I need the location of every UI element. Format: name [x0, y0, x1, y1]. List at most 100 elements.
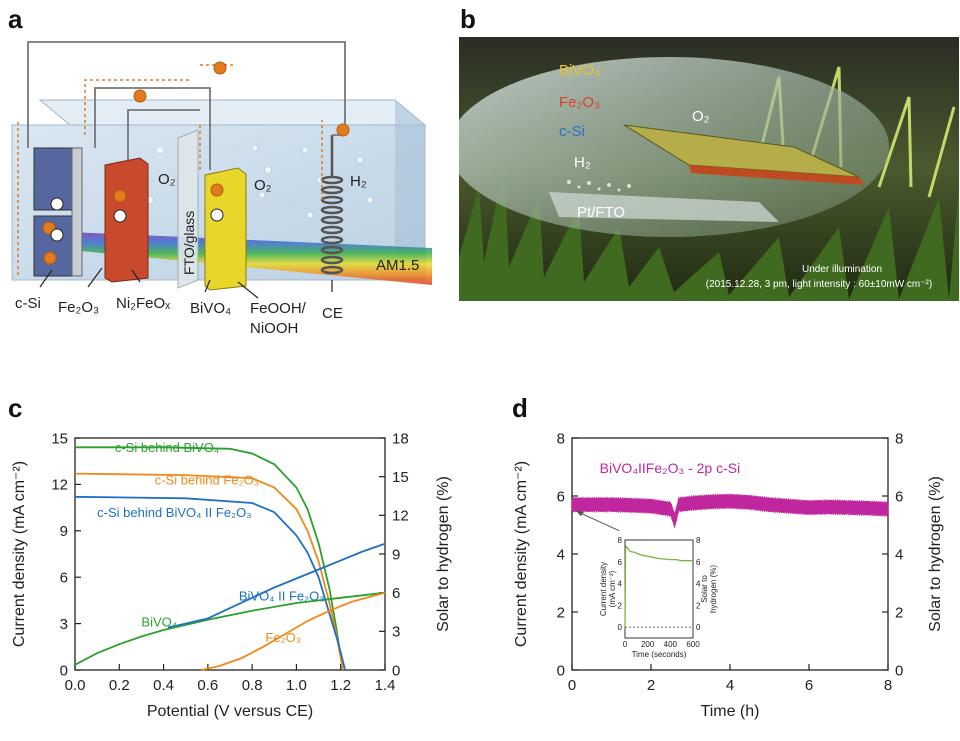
label-am15: AM1.5 [376, 257, 419, 274]
photo-label-csi: c-Si [559, 123, 585, 140]
label-niooh: NiOOH [250, 320, 298, 337]
inset-x-tick-label: 200 [641, 640, 655, 649]
series-annotation: Fe₂O₃ [265, 630, 301, 645]
y2-tick-label: 0 [895, 662, 903, 679]
fto-glass [177, 129, 199, 289]
panel-letter-d: d [512, 393, 528, 423]
y2-tick-label: 6 [392, 585, 400, 602]
y-tick-label: 0 [60, 662, 68, 679]
inset-y-tick-label: 4 [618, 580, 623, 589]
tank-back [38, 99, 427, 126]
photo-scene: BiVO₄ Fe₂O₃ c-Si H₂ O₂ Pt/FTO Under illu… [459, 37, 959, 301]
series-line [201, 591, 386, 671]
y-tick-label: 12 [51, 477, 68, 494]
label-h2: H₂ [350, 173, 367, 190]
x-tick-label: 1.4 [375, 677, 396, 694]
x-tick-label: 1.0 [286, 677, 307, 694]
fe2o3-electrode [104, 157, 149, 283]
series-line [74, 495, 346, 671]
label-feooh: FeOOH/ [250, 300, 307, 317]
photo-caption-line2: (2015.12.28, 3 pm, light intensity : 60±… [706, 279, 932, 290]
series-annotation: BiVO₄ II Fe₂O₃ [239, 588, 325, 603]
x-tick-label: 6 [805, 677, 813, 694]
inset-pointer-line [577, 511, 620, 532]
inset-y-tick-label: 8 [618, 536, 623, 545]
y-tick-label: 3 [60, 616, 68, 633]
y-axis-label: Current density (mA cm⁻²) [513, 461, 530, 647]
inset-x-axis-label: Time (seconds) [632, 650, 687, 659]
gas-bubbles [567, 180, 631, 192]
x-tick-label: 8 [884, 677, 892, 694]
series-line [572, 500, 889, 524]
y2-axis-label: Solar to hydrogen (%) [927, 476, 944, 632]
photo-label-bivo4: BiVO₄ [559, 62, 600, 79]
y-tick-label: 9 [60, 523, 68, 540]
inset-y-tick-label: 6 [618, 558, 623, 567]
y2-tick-label: 2 [895, 604, 903, 621]
plate-edge [689, 165, 864, 185]
x-tick-label: 0.4 [153, 677, 174, 694]
bivo4-electrode [204, 167, 247, 291]
y2-tick-label: 9 [392, 546, 400, 563]
label-fe2o3: Fe₂O₃ [58, 299, 99, 316]
y2-tick-label: 15 [392, 469, 409, 486]
inset-y2-tick-label: 2 [696, 601, 701, 610]
x-axis-label: Time (h) [701, 703, 760, 720]
x-tick-label: 0.0 [65, 677, 86, 694]
y-tick-label: 6 [60, 569, 68, 586]
photo-caption-line1: Under illumination [802, 264, 882, 275]
y-tick-label: 0 [557, 662, 565, 679]
panel-letter-b: b [460, 4, 476, 34]
label-ce: CE [322, 305, 343, 322]
photo-label-h2: H₂ [574, 154, 591, 171]
inset-y-tick-label: 0 [618, 623, 623, 632]
x-tick-label: 1.2 [330, 677, 351, 694]
series-line [75, 446, 344, 671]
inset-y2-tick-label: 4 [696, 580, 701, 589]
y-axis-label: Current density (mA cm⁻²) [11, 461, 28, 647]
inset-x-tick-label: 400 [664, 640, 678, 649]
inset-y-axis-label-1: Current density [599, 562, 608, 616]
label-fto-glass: FTO/glass [181, 211, 197, 275]
inset-series-line [624, 545, 693, 628]
inset-y-axis-label-2: (mA cm⁻²) [608, 570, 617, 607]
inset-x-tick-label: 0 [623, 640, 628, 649]
x-tick-label: 0.8 [242, 677, 263, 694]
panel-letter-c: c [8, 393, 23, 423]
y2-axis-label: Solar to hydrogen (%) [435, 476, 452, 632]
series-annotation: BiVO₄ [141, 615, 177, 630]
electron-symbols [42, 61, 350, 265]
hole-symbols [50, 197, 224, 242]
csi-frame [71, 147, 83, 277]
grass-blades [459, 167, 959, 301]
y2-tick-label: 18 [392, 430, 409, 447]
photo-label-fe2o3: Fe₂O₃ [559, 94, 600, 111]
label-csi: c-Si [15, 295, 41, 312]
y-tick-label: 15 [51, 430, 68, 447]
inset-y2-axis-label-2: hydrogen (%) [709, 565, 718, 613]
photo-label-ptfto: Pt/FTO [577, 204, 625, 221]
inset-x-tick-label: 600 [686, 640, 700, 649]
inset-y2-axis-label-1: Solar to [700, 575, 709, 603]
inset-y2-tick-label: 6 [696, 558, 701, 567]
y2-tick-label: 0 [392, 662, 400, 679]
tank-right-side [395, 100, 425, 280]
label-ni2feox: Ni₂FeOₓ [116, 295, 170, 312]
series-line [74, 591, 386, 666]
series-annotation: c-Si behind Fe₂O₃ [155, 472, 259, 487]
y2-tick-label: 4 [895, 546, 903, 563]
y-tick-label: 6 [557, 488, 565, 505]
electron-flow-arrows [17, 64, 323, 275]
x-tick-label: 0 [568, 677, 576, 694]
inset-y2-tick-label: 0 [696, 623, 701, 632]
y-tick-label: 8 [557, 430, 565, 447]
label-o2-left: O₂ [158, 171, 176, 188]
y2-tick-label: 12 [392, 508, 409, 525]
y2-tick-label: 6 [895, 488, 903, 505]
x-axis-label: Potential (V versus CE) [147, 703, 313, 720]
series-annotation: c-Si behind BiVO₄ [115, 440, 219, 455]
ptfto-plate [549, 192, 779, 222]
chart-c: 0.0 0.2 0.4 0.6 0.8 1.0 1.2 1.40369121503691215… [11, 430, 452, 720]
series-annotation: c-Si behind BiVO₄ II Fe₂O₃ [97, 505, 251, 520]
